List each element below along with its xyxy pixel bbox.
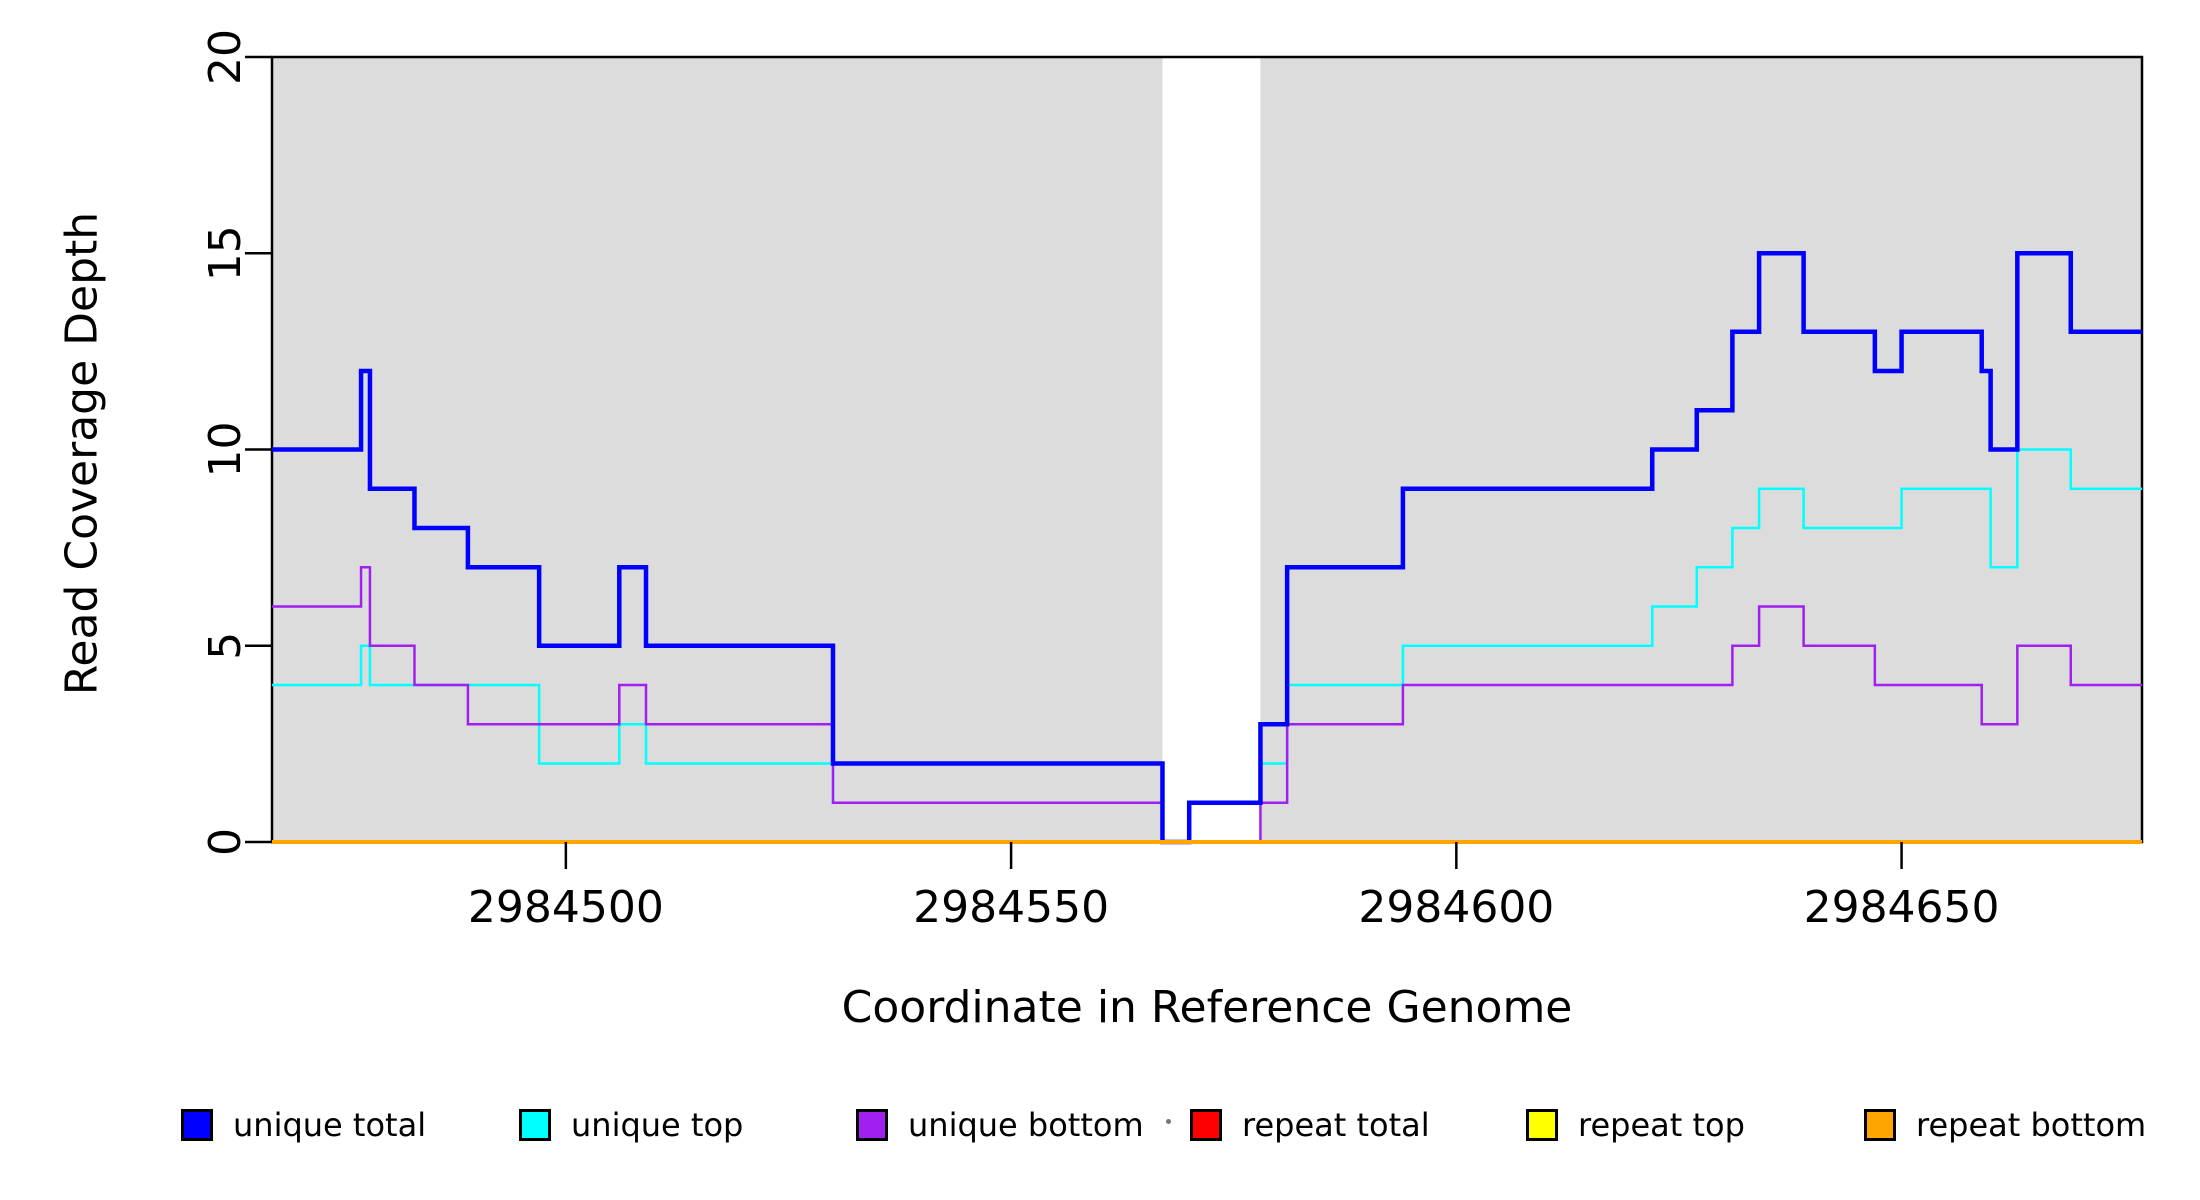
y-tick-label: 5 xyxy=(200,632,251,660)
legend-swatch-unique-bottom xyxy=(856,1109,888,1141)
legend-label: repeat total xyxy=(1242,1106,1430,1144)
y-tick-label: 0 xyxy=(200,828,251,856)
legend-item-unique-bottom: unique bottom xyxy=(856,1106,1144,1144)
series-line-unique-top xyxy=(272,448,2142,844)
y-tick-label: 15 xyxy=(200,225,251,281)
legend-item-repeat-top: repeat top xyxy=(1526,1106,1745,1144)
series-line-unique-total xyxy=(272,251,2142,845)
y-tick-label: 10 xyxy=(200,422,251,478)
legend-label: repeat top xyxy=(1578,1106,1745,1144)
legend-swatch-repeat-top xyxy=(1526,1109,1558,1141)
legend-swatch-unique-top xyxy=(519,1109,551,1141)
x-tick-label: 2984650 xyxy=(1804,882,2000,933)
legend-label: repeat bottom xyxy=(1916,1106,2147,1144)
x-tick-label: 2984550 xyxy=(913,882,1109,933)
shaded-region-unique-mappability-left xyxy=(272,57,1163,842)
legend-swatch-repeat-total xyxy=(1190,1109,1222,1141)
legend-item-unique-total: unique total xyxy=(181,1106,426,1144)
legend-item-repeat-bottom: repeat bottom xyxy=(1864,1106,2146,1144)
legend-label: unique total xyxy=(233,1106,427,1144)
y-axis-title: Read Coverage Depth xyxy=(56,211,108,696)
y-tick-label: 20 xyxy=(200,29,251,85)
x-axis-title: Coordinate in Reference Genome xyxy=(841,982,1573,1033)
legend-item-repeat-total: repeat total xyxy=(1190,1106,1430,1144)
legend-swatch-repeat-bottom xyxy=(1864,1109,1896,1141)
x-tick-label: 2984500 xyxy=(468,882,664,933)
legend-swatch-unique-total xyxy=(181,1109,213,1141)
legend-label: unique top xyxy=(571,1106,744,1144)
x-tick-label: 2984600 xyxy=(1358,882,1554,933)
legend-label: unique bottom xyxy=(908,1106,1144,1144)
stray-dot-artifact xyxy=(1166,1119,1171,1124)
legend-item-unique-top: unique top xyxy=(519,1106,743,1144)
series-line-unique-bottom xyxy=(272,566,2142,844)
